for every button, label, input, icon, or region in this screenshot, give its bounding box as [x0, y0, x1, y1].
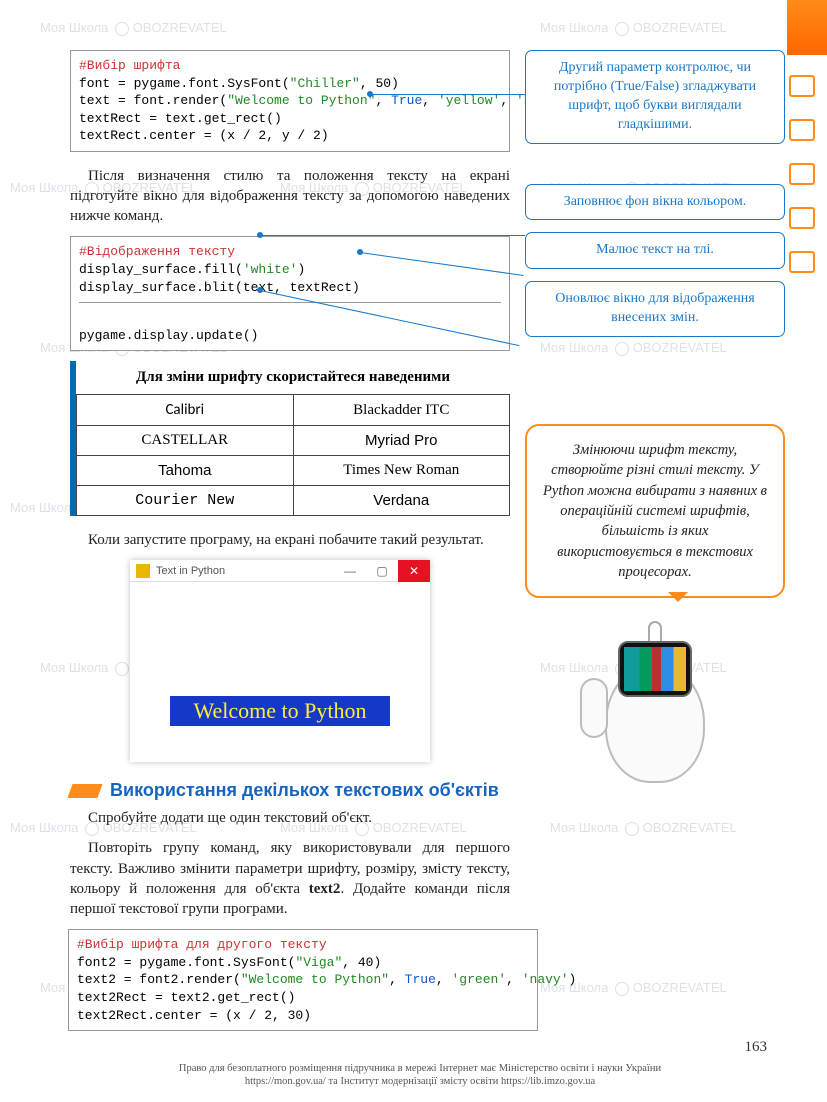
paragraph: Спробуйте додати ще один текстовий об'єк…	[70, 808, 510, 828]
font-cell: Verdana	[293, 486, 510, 516]
close-button[interactable]: ✕	[398, 560, 430, 582]
page-number: 163	[745, 1039, 768, 1056]
minimize-button[interactable]: —	[334, 560, 366, 582]
maximize-button[interactable]: ▢	[366, 560, 398, 582]
watermark: Моя Школа OBOZREVATEL	[540, 20, 727, 36]
robot-illustration	[525, 623, 785, 783]
paragraph: Коли запустите програму, на екрані побач…	[70, 530, 510, 550]
font-cell: Myriad Pro	[293, 426, 510, 456]
code-block-font: #Вибір шрифта font = pygame.font.SysFont…	[70, 50, 510, 152]
pointer-line	[260, 235, 525, 236]
monitor-icon	[789, 119, 815, 141]
document-icon	[789, 163, 815, 185]
pointer-dot-icon	[257, 287, 263, 293]
pointer-dot-icon	[257, 232, 263, 238]
font-table: Для зміни шрифту скористайтеся наведеним…	[70, 361, 510, 516]
font-cell: CASTELLAR	[77, 426, 294, 456]
app-icon	[136, 564, 150, 578]
callout-blit: Малює текст на тлі.	[525, 232, 785, 269]
callout-update: Оновлює вікно для відображення внесених …	[525, 281, 785, 337]
font-cell: Tahoma	[77, 456, 294, 486]
page-corner-tab	[787, 0, 827, 55]
watermark: Моя Школа OBOZREVATEL	[40, 20, 227, 36]
code-block-display: #Відображення тексту display_surface.fil…	[70, 236, 510, 351]
font-cell: Courier New	[77, 486, 294, 516]
section-title: Використання декількох текстових об'єкті…	[110, 780, 499, 802]
nodes-icon	[789, 75, 815, 97]
pointer-dot-icon	[367, 91, 373, 97]
code-icon	[789, 207, 815, 229]
section-heading: Використання декількох текстових об'єкті…	[70, 780, 510, 802]
section-marker-icon	[67, 784, 102, 798]
app-titlebar: Text in Python — ▢ ✕	[130, 560, 430, 582]
font-cell: Times New Roman	[293, 456, 510, 486]
app-window: Text in Python — ▢ ✕ Welcome to Python	[130, 560, 430, 762]
watermark: Моя Школа OBOZREVATEL	[550, 820, 737, 836]
app-canvas: Welcome to Python	[130, 582, 430, 762]
paragraph: Повторіть групу команд, яку використовув…	[70, 838, 510, 919]
callout-fill: Заповнює фон вікна кольором.	[525, 184, 785, 221]
film-icon	[789, 251, 815, 273]
callout-smoothing: Другий параметр контролює, чи потрібно (…	[525, 50, 785, 144]
font-cell: Blackadder ITC	[293, 395, 510, 426]
welcome-text: Welcome to Python	[170, 696, 390, 726]
app-title: Text in Python	[156, 565, 334, 577]
font-table-header: Для зміни шрифту скористайтеся наведеним…	[77, 361, 510, 395]
side-icon-strip	[789, 75, 819, 273]
font-cell: Calibri	[77, 395, 294, 426]
footer: Право для безоплатного розміщення підруч…	[100, 1062, 740, 1088]
pointer-dot-icon	[357, 249, 363, 255]
pointer-line	[370, 94, 525, 95]
speech-bubble: Змінюючи шрифт тексту, створюйте різні с…	[525, 424, 785, 598]
code-block-font2: #Вибір шрифта для другого тексту font2 =…	[68, 929, 538, 1031]
paragraph: Після визначення стилю та положення текс…	[70, 166, 510, 227]
